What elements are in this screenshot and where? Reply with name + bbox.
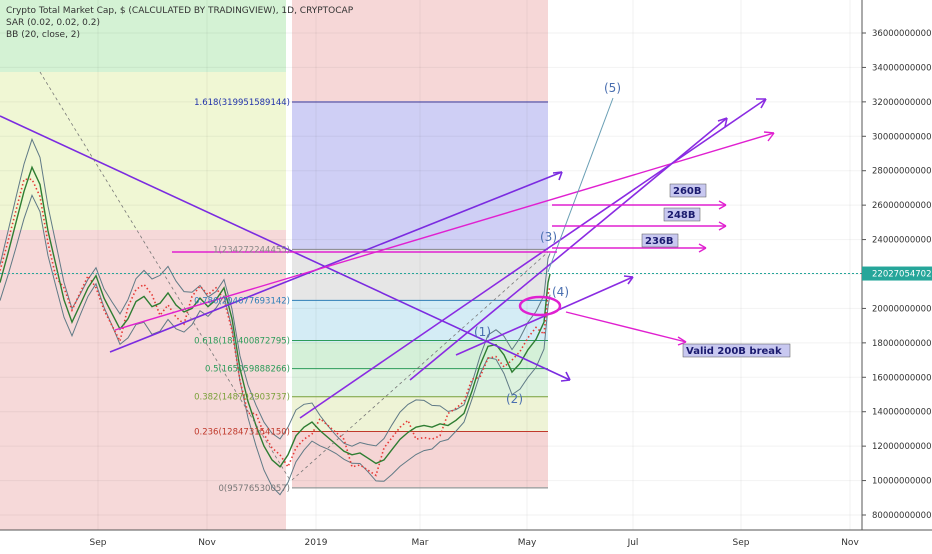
y-tick-label: 200000000000	[872, 304, 932, 314]
indicator-bb: BB (20, close, 2)	[6, 30, 80, 40]
arrowhead-570	[560, 371, 571, 382]
trendline-to-310	[409, 117, 728, 381]
arrowhead-pink	[763, 131, 775, 142]
arrowhead-320	[756, 98, 767, 109]
arrowhead-562	[552, 171, 563, 181]
target-box-236	[641, 233, 679, 248]
x-tick-label: 2019	[305, 538, 328, 548]
x-axis-background	[0, 530, 932, 550]
zone-red-left	[0, 230, 286, 550]
y-tick-label: 120000000000	[872, 442, 932, 452]
bollinger-lower	[0, 193, 551, 496]
x-tick-label: Sep	[90, 538, 107, 548]
fib-label: 0.236(128473154150)	[194, 428, 290, 438]
x-axis-ticks: Sep Nov 2019 Mar May Jul Sep Nov	[90, 538, 860, 548]
arrowhead-200	[677, 336, 687, 346]
fib-labels: 1.618(319951589144) 1(234272244455) 0.786(…	[194, 98, 290, 494]
zone-green-top	[0, 0, 286, 72]
y-axis-background	[862, 0, 932, 530]
zone-green-618-5	[292, 342, 548, 369]
annotation-box	[682, 343, 791, 358]
grid	[0, 0, 862, 530]
fib-label: 0(95776530057)	[218, 484, 290, 494]
x-tick-label: Jul	[627, 538, 639, 548]
y-tick-label: 360000000000	[872, 29, 932, 39]
drawn-trendlines	[0, 71, 775, 481]
arrowhead-260	[718, 200, 727, 210]
dashed-guide	[39, 71, 291, 481]
x-tick-label: Sep	[733, 538, 750, 548]
breakout-circle	[518, 295, 562, 317]
fib-label: 1.618(319951589144)	[194, 98, 290, 108]
indicator-sar: SAR (0.02, 0.02, 0.2)	[6, 18, 100, 28]
y-tick-label: 280000000000	[872, 167, 932, 177]
target-boxes: 260B 248B 236B Valid 200B break	[641, 183, 791, 358]
trendline-descending	[0, 115, 571, 381]
zone-mint-5-382	[292, 369, 548, 397]
trendline-pink-upper	[114, 132, 775, 331]
y-tick-label: 180000000000	[872, 339, 932, 349]
y-tick-label: 300000000000	[872, 132, 932, 142]
x-tick-label: May	[518, 538, 537, 548]
arrowheads	[552, 98, 775, 382]
y-tick-label: 340000000000	[872, 63, 932, 73]
current-price-box	[862, 266, 932, 281]
arrowhead-248	[718, 221, 727, 231]
current-price-label: 220270547023	[872, 270, 932, 280]
y-tick-label: 80000000000	[872, 511, 932, 521]
price-series-line	[0, 165, 551, 468]
chart-title: Crypto Total Market Cap, $ (CALCULATED B…	[6, 6, 354, 16]
fib-label: 0.618(181400872795)	[194, 336, 290, 346]
x-tick-label: Mar	[412, 538, 429, 548]
x-tick-label: Nov	[841, 538, 859, 548]
y-tick-label: 320000000000	[872, 98, 932, 108]
zone-yellow-green	[0, 72, 286, 230]
target-label-236: 236B	[645, 236, 674, 247]
zone-gray-1-786	[292, 250, 548, 301]
trendline-to-5	[547, 97, 614, 273]
y-tick-label: 260000000000	[872, 201, 932, 211]
y-tick-label: 240000000000	[872, 236, 932, 246]
trendline-channel-low	[109, 171, 563, 353]
trendline-to-320	[299, 98, 767, 419]
zone-blue-1618	[292, 103, 548, 250]
x-tick-label: Nov	[198, 538, 216, 548]
target-box-248	[663, 207, 701, 222]
bollinger-upper	[0, 137, 551, 447]
arrowhead-210	[623, 275, 634, 285]
parabolic-sar	[0, 178, 551, 477]
arrow-200b	[565, 311, 687, 343]
y-tick-label: 160000000000	[872, 373, 932, 383]
wave-label-1: (1)	[474, 325, 491, 339]
wave-labels: (1) (2) (3) (4) (5)	[474, 81, 621, 406]
fib-label: 0.382(148702903737)	[194, 393, 290, 403]
fib-label: 0.5(165059888266)	[205, 365, 290, 375]
arrowhead-310	[717, 117, 728, 128]
fib-label: 0.786(204677693142)	[194, 296, 290, 306]
zone-red-top	[292, 0, 548, 103]
target-label-260: 260B	[673, 186, 702, 197]
wave-label-4: (4)	[552, 285, 569, 299]
target-box-260	[669, 183, 707, 198]
wave-label-5: (5)	[604, 81, 621, 95]
annotation-text: Valid 200B break	[686, 346, 782, 357]
arrowhead-236	[698, 243, 707, 253]
fib-label: 1(234272244455)	[213, 245, 290, 255]
target-label-248: 248B	[667, 210, 696, 221]
background-zones	[0, 0, 548, 550]
zone-red-236-0	[292, 432, 548, 487]
y-tick-label: 100000000000	[872, 477, 932, 487]
wave-label-3: (3)	[540, 230, 557, 244]
y-tick-label: 140000000000	[872, 408, 932, 418]
wave-label-2: (2)	[506, 392, 523, 406]
header-legend: Crypto Total Market Cap, $ (CALCULATED B…	[6, 6, 354, 40]
